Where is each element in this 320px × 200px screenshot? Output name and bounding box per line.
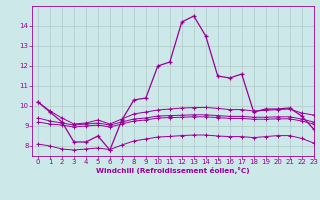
X-axis label: Windchill (Refroidissement éolien,°C): Windchill (Refroidissement éolien,°C) xyxy=(96,167,250,174)
